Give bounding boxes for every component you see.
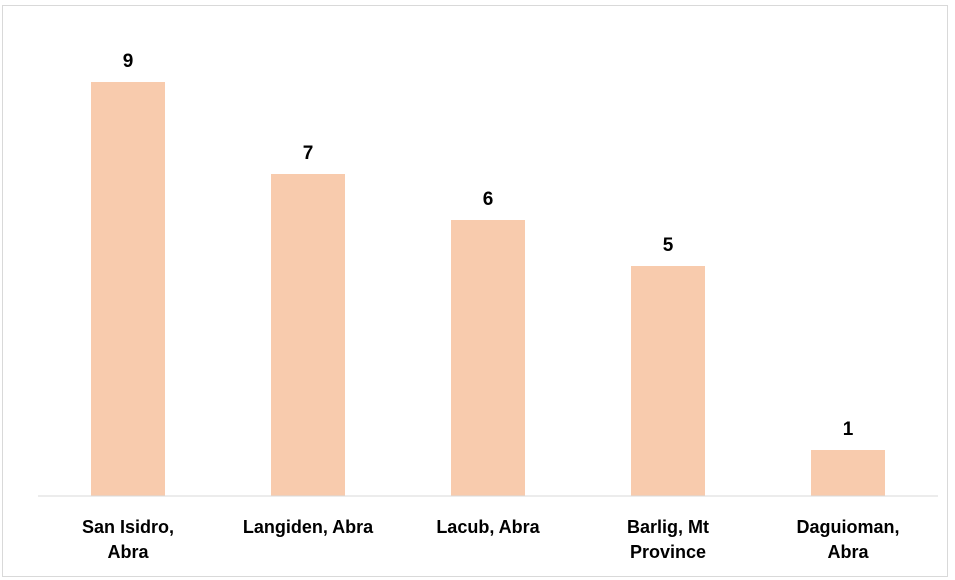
value-label-group: 9 7 6 5 1: [123, 51, 854, 440]
category-label-5: Daguioman, Abra: [796, 517, 899, 562]
category-label-line: Abra: [107, 542, 149, 562]
bar-5: [811, 450, 885, 496]
value-label-4: 5: [663, 235, 674, 256]
category-label-line: Langiden, Abra: [243, 517, 374, 537]
bar-2: [271, 174, 345, 496]
bar-3: [451, 220, 525, 496]
category-label-group: San Isidro, Abra Langiden, Abra Lacub, Abra…: [82, 517, 900, 562]
category-label-line: Province: [630, 542, 706, 562]
category-label-3: Lacub, Abra: [436, 517, 540, 537]
bar-4: [631, 266, 705, 496]
value-label-2: 7: [303, 143, 314, 164]
category-label-2: Langiden, Abra: [243, 517, 374, 537]
category-label-line: Abra: [827, 542, 869, 562]
value-label-1: 9: [123, 51, 134, 72]
category-label-1: San Isidro, Abra: [82, 517, 174, 562]
category-label-line: Daguioman,: [796, 517, 899, 537]
category-label-line: Lacub, Abra: [436, 517, 540, 537]
value-label-5: 1: [843, 419, 854, 440]
value-label-3: 6: [483, 189, 494, 210]
category-label-line: San Isidro,: [82, 517, 174, 537]
category-label-4: Barlig, Mt Province: [627, 517, 709, 562]
bar-group: [91, 82, 885, 496]
category-label-line: Barlig, Mt: [627, 517, 709, 537]
bar-1: [91, 82, 165, 496]
